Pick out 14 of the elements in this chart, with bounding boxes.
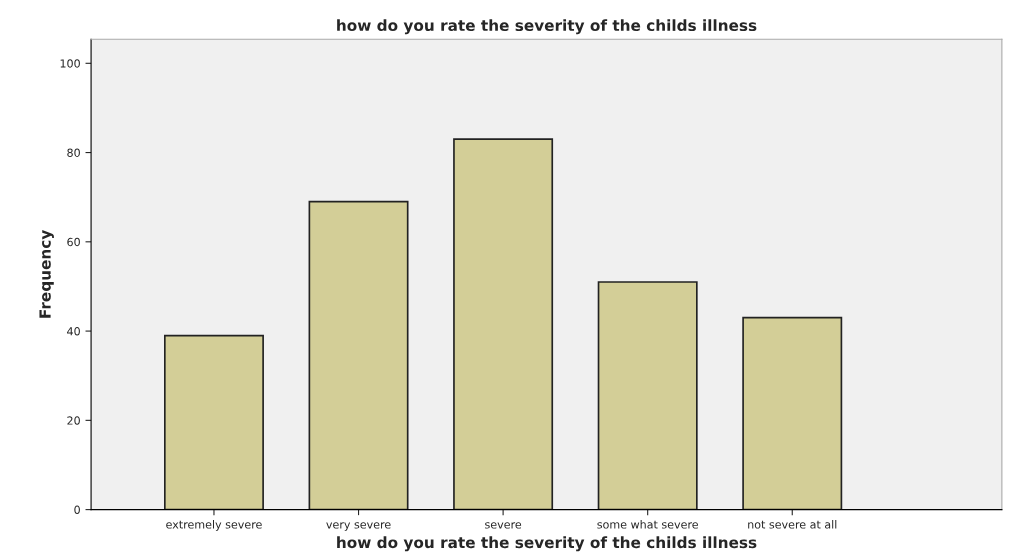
x-tick-label: very severe — [326, 522, 391, 531]
y-axis-title: Frequency — [39, 229, 54, 318]
x-tick-label: not severe at all — [748, 520, 837, 529]
x-axis-title: how do you rate the severity of the childs illness — [337, 536, 757, 552]
y-tick-label: 20 — [67, 416, 80, 425]
y-tick-label: 0 — [74, 505, 80, 514]
y-tick-label: 100 — [60, 59, 80, 68]
chart-title: how do you rate the severity of the childs illness — [337, 19, 757, 35]
y-tick-label: 80 — [67, 148, 80, 157]
x-tick-label: severe — [485, 522, 522, 529]
x-tick-label: some what severe — [597, 520, 698, 529]
x-tick-label: extremely severe — [166, 520, 262, 531]
y-tick-label: 40 — [67, 327, 80, 336]
y-tick-label: 60 — [67, 237, 80, 247]
